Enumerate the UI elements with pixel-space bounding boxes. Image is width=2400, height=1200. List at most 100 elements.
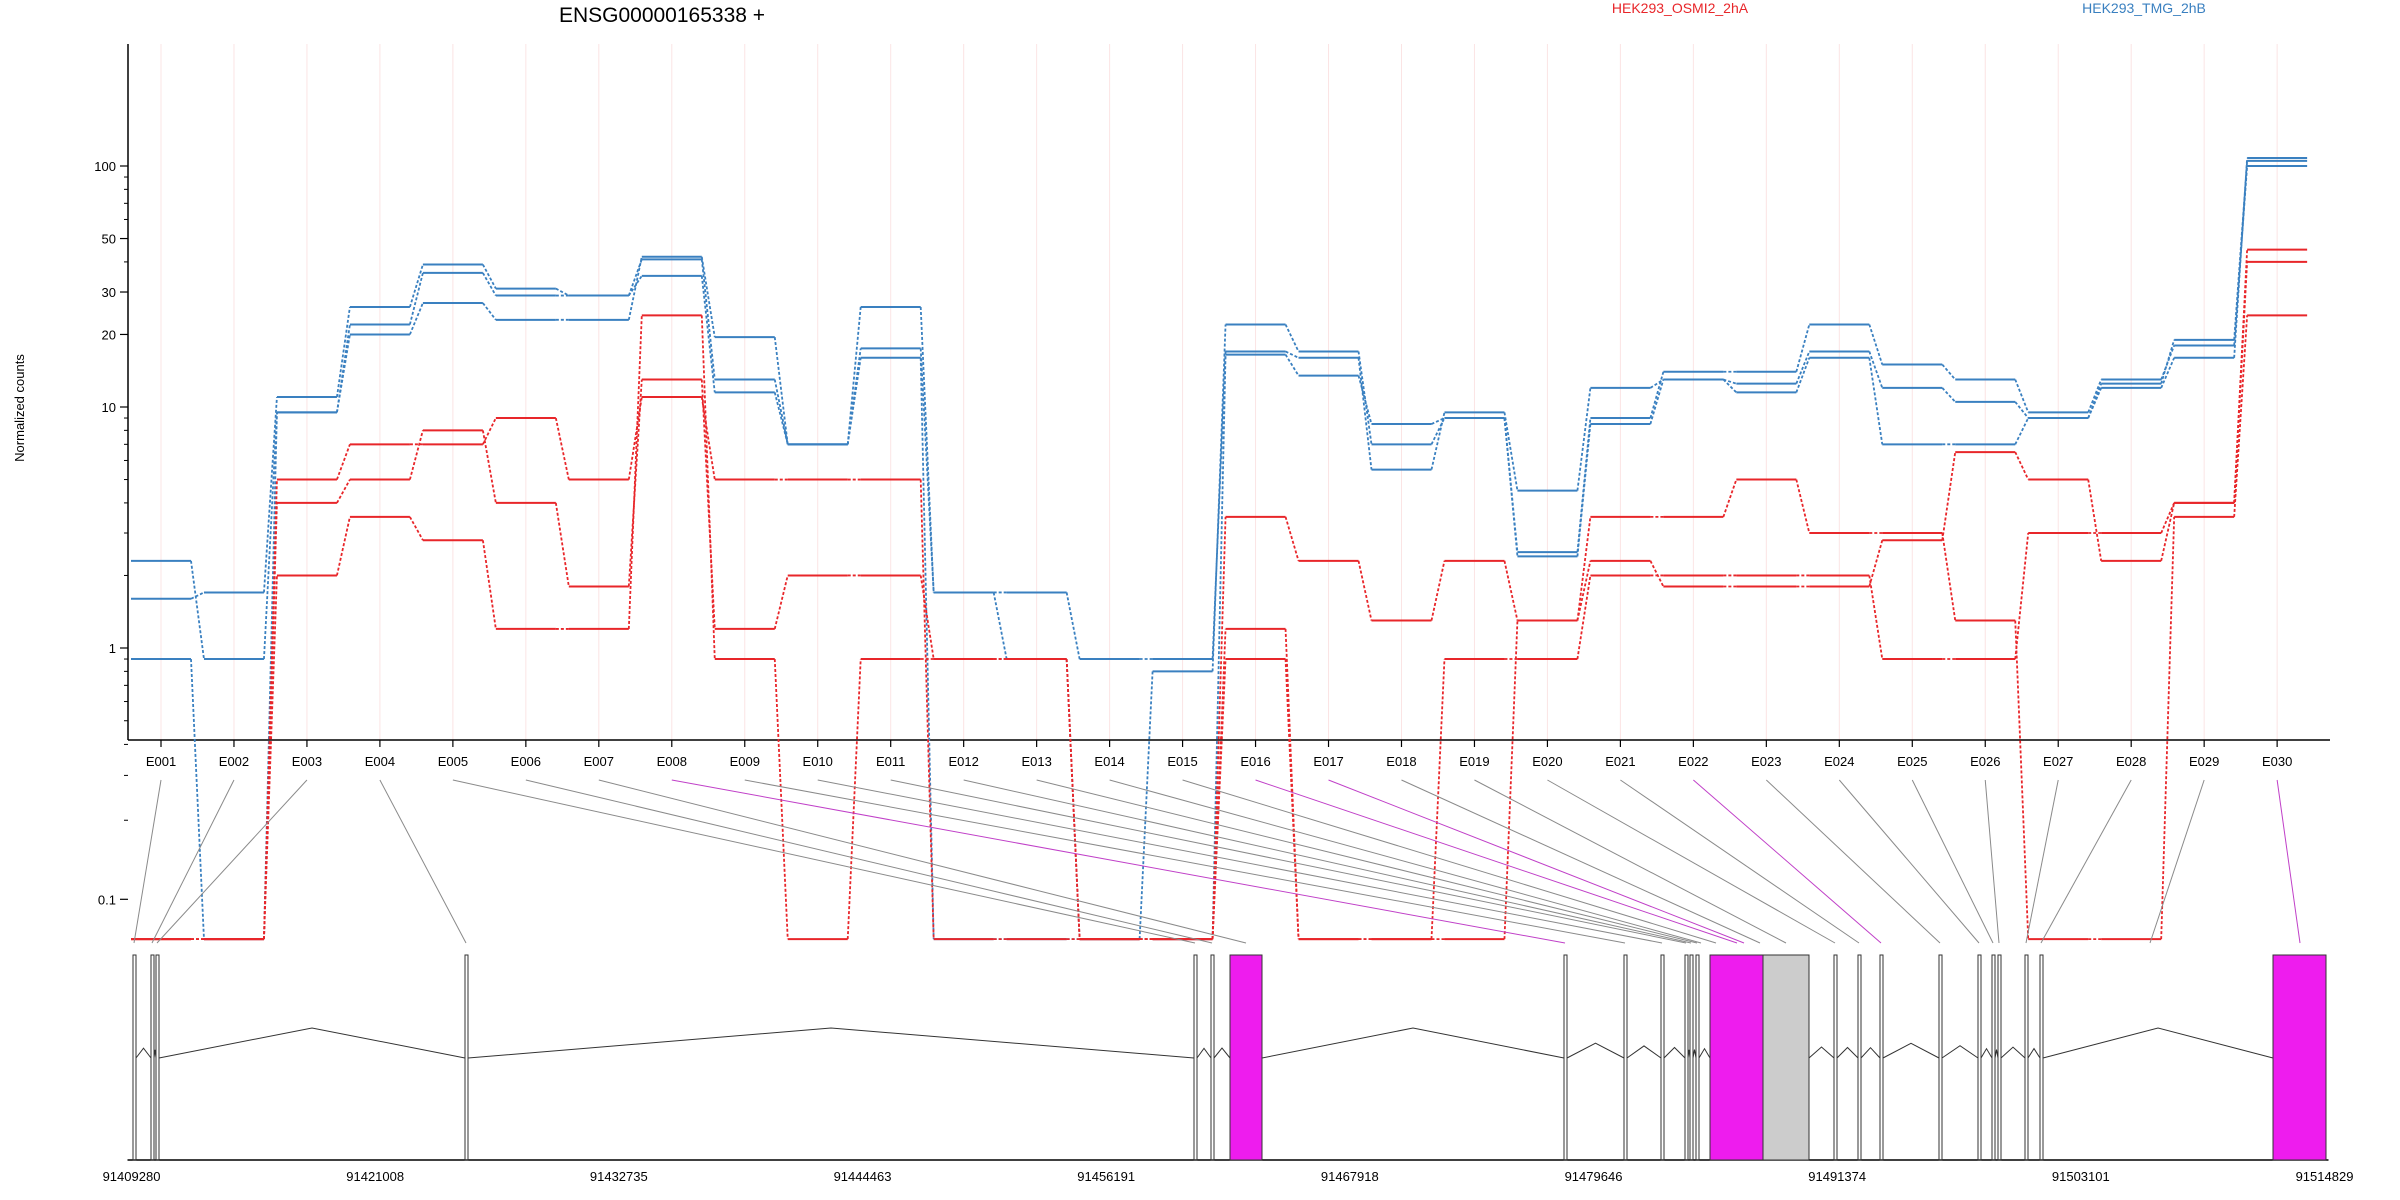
series-transition <box>627 259 643 296</box>
series-transition <box>2087 479 2103 561</box>
series-transition <box>1357 375 1373 425</box>
exon-block <box>1833 954 1838 1161</box>
exon-block <box>1660 954 1665 1161</box>
genomic-coordinate-label: 91444463 <box>834 1169 892 1184</box>
intron-line <box>1687 1049 1691 1059</box>
intron-line <box>1566 1042 1625 1059</box>
exon-block <box>1210 954 1215 1161</box>
x-tick-label: E002 <box>219 754 249 769</box>
connector-e005 <box>452 779 1196 944</box>
series-transition <box>409 272 424 325</box>
series-transition <box>1284 516 1300 562</box>
series-transition <box>846 357 862 445</box>
series-transition <box>2233 261 2249 503</box>
exon-block <box>150 954 155 1161</box>
connector-e001 <box>133 779 162 944</box>
exon-block <box>1689 954 1694 1161</box>
genomic-coordinate-label: 91432735 <box>590 1169 648 1184</box>
series-transition <box>919 348 935 593</box>
series-transition <box>2014 620 2030 940</box>
series-transition <box>336 306 351 398</box>
series-transition <box>1503 412 1519 491</box>
series-transition <box>773 575 789 630</box>
series-transition <box>1430 658 1446 940</box>
x-tick-label: E020 <box>1532 754 1562 769</box>
series-lines <box>131 156 2308 941</box>
vertical-guides <box>160 44 2278 740</box>
series-transition <box>190 560 205 660</box>
series-transition <box>773 336 789 445</box>
series-transition <box>1795 324 1811 373</box>
series-5 <box>131 260 2308 941</box>
intron-line <box>1941 1045 1979 1059</box>
series-transition <box>2014 451 2030 480</box>
chart-title: ENSG00000165338 + <box>559 4 765 27</box>
series-transition <box>1138 671 1154 940</box>
connector-e022 <box>1693 779 1882 944</box>
gene-model: 91409280 91421008 91432735 91444463 91456191… <box>103 954 2353 1184</box>
intron-line <box>1994 1049 1999 1059</box>
x-tick-label: E011 <box>876 754 905 769</box>
series-transition <box>919 575 935 660</box>
x-tick-label: E030 <box>2262 754 2292 769</box>
x-tick-label: E009 <box>730 754 760 769</box>
series-transition <box>2160 357 2175 389</box>
series-transition <box>2160 345 2176 380</box>
exon-block <box>155 954 160 1161</box>
y-tick-label: 20 <box>102 327 116 342</box>
series-transition <box>919 357 935 940</box>
x-tick-label: E006 <box>511 754 541 769</box>
exon-block <box>1695 954 1700 1161</box>
x-tick-label: E029 <box>2189 754 2219 769</box>
series-transition <box>700 256 716 338</box>
series-transition <box>700 259 716 380</box>
series-transition <box>1576 560 1592 621</box>
y-tick-label: 1 <box>109 641 116 656</box>
series-transition <box>846 348 862 445</box>
series-transition <box>1211 516 1227 940</box>
series-transition <box>1649 379 1665 425</box>
series-transition <box>1795 479 1811 534</box>
genomic-coordinate-label: 91456191 <box>1077 1169 1135 1184</box>
exon-connectors <box>133 779 2301 944</box>
series-transition <box>846 658 862 940</box>
connector-e011 <box>890 779 1687 944</box>
connector-e006 <box>525 779 1213 944</box>
series-transition <box>2160 502 2175 534</box>
genomic-coordinate-label: 91479646 <box>1565 1169 1623 1184</box>
series-transition <box>2087 387 2103 419</box>
exon-block <box>2024 954 2029 1161</box>
x-tick-label: E004 <box>365 754 395 769</box>
connector-e019 <box>1474 779 1787 944</box>
series-transition <box>1284 658 1300 940</box>
series-transition <box>700 315 716 660</box>
axes: 0.1 1 10 20 30 50 100 E001 E002 E003 E004 E005 E006 E… <box>94 44 2330 907</box>
x-tick-label: E018 <box>1386 754 1416 769</box>
x-tick-label: E026 <box>1970 754 2000 769</box>
exon-block <box>2039 954 2044 1161</box>
series-transition <box>2233 315 2249 517</box>
connector-e003 <box>156 779 308 944</box>
connector-e009 <box>744 779 1626 944</box>
x-tick-label: E022 <box>1678 754 1708 769</box>
connector-e028 <box>2040 779 2132 944</box>
intron-line <box>1261 1027 1565 1059</box>
series-transition <box>773 392 789 445</box>
exon-block <box>1997 954 2002 1161</box>
intron-line <box>158 1027 466 1059</box>
y-tick-label: 100 <box>94 159 116 174</box>
x-tick-label: E015 <box>1167 754 1197 769</box>
series-transition <box>409 264 424 308</box>
intron-line <box>1698 1047 1711 1059</box>
series-transition <box>1065 658 1081 940</box>
connector-e021 <box>1620 779 1860 944</box>
connector-e010 <box>817 779 1663 944</box>
x-tick-label: E023 <box>1751 754 1781 769</box>
intron-line <box>467 1027 1195 1059</box>
series-transition <box>2014 379 2030 413</box>
series-transition <box>1576 423 1592 557</box>
x-tick-label: E001 <box>146 754 176 769</box>
series-transition <box>482 302 497 321</box>
series-transition <box>336 334 351 413</box>
series-transition <box>409 430 424 480</box>
